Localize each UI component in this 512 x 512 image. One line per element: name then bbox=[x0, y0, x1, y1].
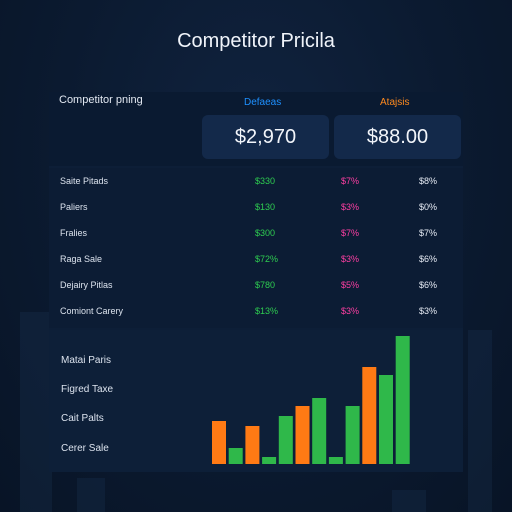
chart-bar bbox=[345, 406, 360, 464]
row-name: Saite Pitads bbox=[60, 176, 109, 186]
chart-bars bbox=[212, 336, 410, 464]
table-row[interactable]: Comiont Carery $13% $3% $3% bbox=[49, 298, 463, 324]
column-label-1: Defaeas bbox=[244, 97, 282, 108]
row-value-1: $330 bbox=[255, 176, 276, 186]
row-name: Dejairy Pitlas bbox=[60, 280, 113, 290]
table-row[interactable]: Paliers $130 $3% $0% bbox=[49, 194, 463, 220]
background-bar bbox=[392, 490, 426, 512]
background-bar bbox=[468, 330, 492, 512]
column-label-2: Atajsis bbox=[380, 97, 410, 108]
price-card-2[interactable]: $88.00 bbox=[334, 115, 461, 159]
price-card-1[interactable]: $2,970 bbox=[202, 115, 329, 159]
panel-label: Competitor pning bbox=[59, 94, 143, 106]
chart-bar bbox=[379, 375, 393, 464]
row-value-3: $7% bbox=[419, 228, 438, 238]
pricing-table: Saite Pitads $330 $7% $8% Paliers $130 $… bbox=[49, 168, 463, 328]
row-value-2: $3% bbox=[341, 202, 360, 212]
chart-bar bbox=[362, 367, 377, 464]
page-title: Competitor Pricila bbox=[177, 30, 335, 52]
row-value-3: $3% bbox=[419, 306, 438, 316]
row-value-1: $130 bbox=[255, 202, 276, 212]
chart-bar bbox=[212, 421, 226, 464]
row-name: Fralies bbox=[60, 228, 88, 238]
pricing-panel: Competitor pning Defaeas Atajsis $2,970 … bbox=[49, 92, 463, 472]
row-value-2: $7% bbox=[341, 176, 360, 186]
row-value-2: $3% bbox=[341, 254, 360, 264]
chart-label: Cait Palts bbox=[61, 413, 104, 424]
bar-chart: Matai Paris Figred Taxe Cait Palts Cerer… bbox=[49, 330, 463, 472]
chart-bar bbox=[278, 416, 293, 464]
chart-label: Cerer Sale bbox=[61, 443, 109, 454]
row-value-3: $0% bbox=[419, 202, 438, 212]
row-value-1: $72% bbox=[255, 254, 279, 264]
chart-bar bbox=[245, 426, 260, 464]
chart-bar bbox=[228, 448, 243, 464]
row-name: Comiont Carery bbox=[60, 306, 124, 316]
row-value-2: $5% bbox=[341, 280, 360, 290]
chart-label: Matai Paris bbox=[61, 355, 112, 366]
background-bar bbox=[77, 478, 105, 512]
background-bar bbox=[20, 312, 52, 512]
row-value-1: $300 bbox=[255, 228, 276, 238]
chart-bar bbox=[295, 406, 310, 464]
row-value-3: $6% bbox=[419, 280, 438, 290]
table-row[interactable]: Fralies $300 $7% $7% bbox=[49, 220, 463, 246]
panel-header: Competitor pning Defaeas Atajsis $2,970 … bbox=[49, 92, 463, 166]
chart-bar bbox=[395, 336, 410, 464]
chart-bar bbox=[328, 457, 343, 464]
row-value-1: $13% bbox=[255, 306, 279, 316]
row-name: Raga Sale bbox=[60, 254, 103, 264]
table-row[interactable]: Dejairy Pitlas $780 $5% $6% bbox=[49, 272, 463, 298]
chart-bar bbox=[262, 457, 277, 464]
chart-label: Figred Taxe bbox=[61, 384, 114, 395]
row-name: Paliers bbox=[60, 202, 88, 212]
row-value-2: $7% bbox=[341, 228, 360, 238]
row-value-1: $780 bbox=[255, 280, 276, 290]
row-value-3: $6% bbox=[419, 254, 438, 264]
chart-bar bbox=[312, 398, 327, 464]
row-value-2: $3% bbox=[341, 306, 360, 316]
table-row[interactable]: Raga Sale $72% $3% $6% bbox=[49, 246, 463, 272]
table-row[interactable]: Saite Pitads $330 $7% $8% bbox=[49, 168, 463, 194]
row-value-3: $8% bbox=[419, 176, 438, 186]
